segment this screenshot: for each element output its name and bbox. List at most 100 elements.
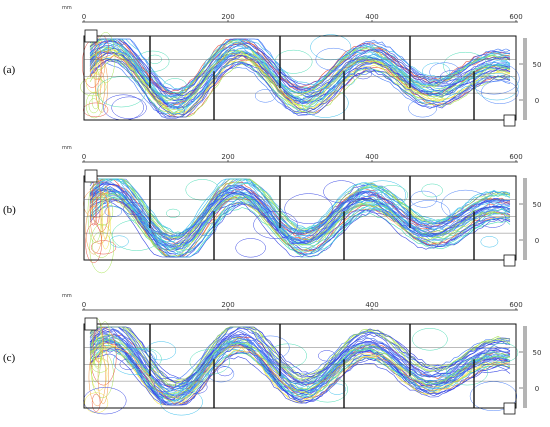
streamline [89,326,511,390]
y-tick-label: 50 [533,349,542,357]
y-tick-label: 0 [535,97,539,105]
unit-label: mm [62,293,72,299]
inlet-vortex [95,330,103,363]
streamline [89,195,511,249]
x-tick-label: 0 [82,13,86,21]
inlet-vortex [89,223,114,274]
inlet-vortex [97,344,109,405]
unit-label: mm [62,145,72,151]
streamline [89,326,511,385]
streamline [89,44,511,100]
streamline [89,193,511,251]
streamline [89,178,511,240]
y-tick-label: 0 [535,385,539,393]
streamlines [83,177,511,274]
streamline [89,38,511,93]
panel-b: (b) mm 0 200 400 600 50 0 [3,145,541,274]
x-tick-label: 400 [365,153,378,161]
x-tick-label: 400 [365,301,378,309]
streamline [89,336,511,402]
streamline [89,178,511,238]
streamline [89,183,510,237]
recirculation-loop [284,193,333,224]
recirculation-loop [468,62,520,95]
recirculation-loop [310,34,352,61]
recirculation-loop [441,189,490,221]
recirculation-loop [429,62,461,82]
recirculation-loop [323,180,360,204]
inlet-vortex [88,347,106,407]
channel-outline [83,323,517,409]
recirculation-loop [146,341,177,361]
recirculation-loop [104,205,123,218]
recirculation-loop [479,210,507,228]
streamline [89,43,511,110]
streamline [89,326,511,380]
recirculation-loop [315,47,352,71]
streamline [89,183,511,241]
panel-c: (c) mm 0 200 400 600 50 0 [3,293,542,416]
recirculation-loop [353,186,383,205]
x-tick-label: 0 [82,153,86,161]
x-tick-label: 600 [509,153,522,161]
inlet-vortex [96,31,116,83]
panel-a: (a) mm 0 200 400 600 50 0 [3,5,541,127]
panel-label: (b) [3,204,16,216]
recirculation-loop [194,222,217,236]
streamline [89,339,511,394]
recirculation-loop [109,235,129,248]
recirculation-loop [147,54,163,64]
streamline [89,328,511,390]
channel-outline [83,35,517,121]
inlet-vortex [95,192,109,232]
streamline [89,40,511,97]
recirculation-loop [306,376,349,403]
streamline [89,57,511,115]
streamline [89,49,511,115]
recirculation-loop [406,200,451,228]
unit-label: mm [62,5,72,11]
inlet-vortex [86,73,103,93]
recirculation-loop [301,88,349,118]
x-tick-label: 600 [509,301,522,309]
streamline [89,326,511,380]
recirculation-loop [189,349,231,375]
inlet-vortex [91,393,101,412]
recirculation-loop [160,388,203,416]
recirculation-loop [185,179,220,201]
x-tick-label: 200 [221,301,234,309]
streamline [89,349,511,406]
inlet-vortex [99,321,111,351]
streamline [89,40,511,97]
recirculation-loop [288,228,327,252]
vertical-scale-bar [523,38,527,120]
streamline [89,326,511,387]
recirculation-loop [439,70,462,85]
inlet-vortex [102,185,109,240]
recirculation-loop [113,348,156,376]
streamline [89,59,511,118]
streamline [89,178,511,238]
streamline [89,200,511,258]
recirculation-loop [274,49,313,74]
streamline [89,191,511,255]
recirculation-loop [131,348,157,366]
inlet-vortex [85,91,103,119]
recirculation-loop [487,342,519,363]
streamline [89,197,511,258]
recirculation-loop [158,102,185,120]
streamline [89,178,511,237]
streamline [89,178,511,240]
streamline [89,59,511,118]
inlet-port [84,169,98,183]
recirculation-loop [175,244,191,255]
streamline [89,348,511,406]
streamline [89,193,511,253]
recirculation-loop [422,62,451,81]
outlet-port [503,254,516,267]
inlet-vortex [85,223,102,264]
inlet-vortex [83,102,109,118]
y-tick-label: 0 [535,237,539,245]
recirculation-loop [412,328,448,351]
streamline [89,38,511,94]
